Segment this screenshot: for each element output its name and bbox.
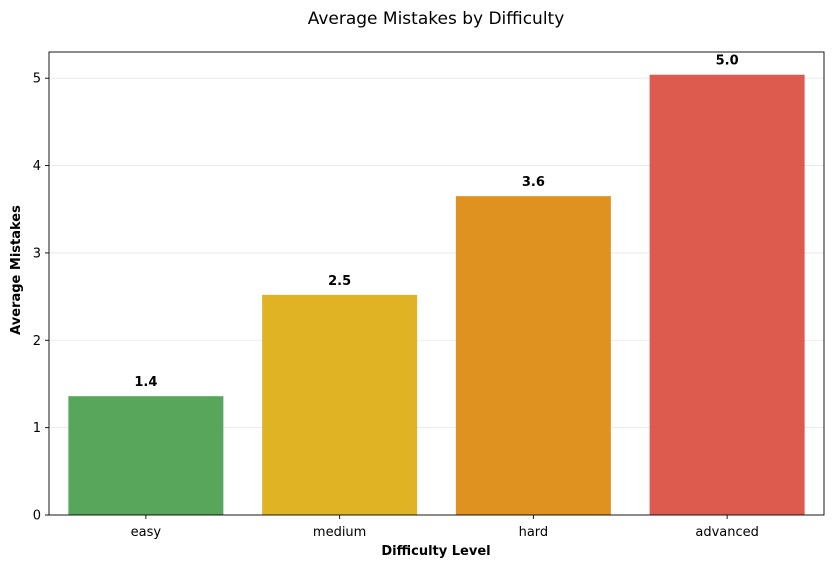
x-tick-label-easy: easy bbox=[131, 525, 162, 540]
x-tick-label-hard: hard bbox=[519, 525, 549, 540]
bar-advanced bbox=[649, 74, 805, 516]
plot-frame bbox=[48, 51, 825, 516]
data-label-advanced: 5.0 bbox=[716, 54, 739, 69]
x-tick-label-medium: medium bbox=[313, 525, 366, 540]
chart-title: Average Mistakes by Difficulty bbox=[308, 9, 565, 29]
y-tick-label: 5 bbox=[33, 72, 41, 87]
y-tick-label: 1 bbox=[33, 421, 41, 436]
data-label-medium: 2.5 bbox=[328, 274, 351, 289]
data-label-easy: 1.4 bbox=[134, 375, 157, 390]
x-axis-label: Difficulty Level bbox=[381, 544, 490, 559]
bar-medium bbox=[262, 294, 418, 515]
y-tick-label: 0 bbox=[33, 509, 41, 524]
bar-easy bbox=[68, 396, 224, 515]
bars: 1.4 2.5 3.6 5.0 bbox=[68, 54, 805, 516]
x-tick-label-advanced: advanced bbox=[695, 525, 759, 540]
bar-hard bbox=[455, 196, 611, 515]
y-tick-label: 2 bbox=[33, 334, 41, 349]
y-axis-label: Average Mistakes bbox=[9, 205, 24, 335]
axes: 0 1 2 3 4 5 easy medium hard advanced bbox=[33, 51, 825, 540]
y-tick-label: 3 bbox=[33, 246, 41, 261]
data-label-hard: 3.6 bbox=[522, 175, 545, 190]
y-tick-label: 4 bbox=[33, 159, 41, 174]
